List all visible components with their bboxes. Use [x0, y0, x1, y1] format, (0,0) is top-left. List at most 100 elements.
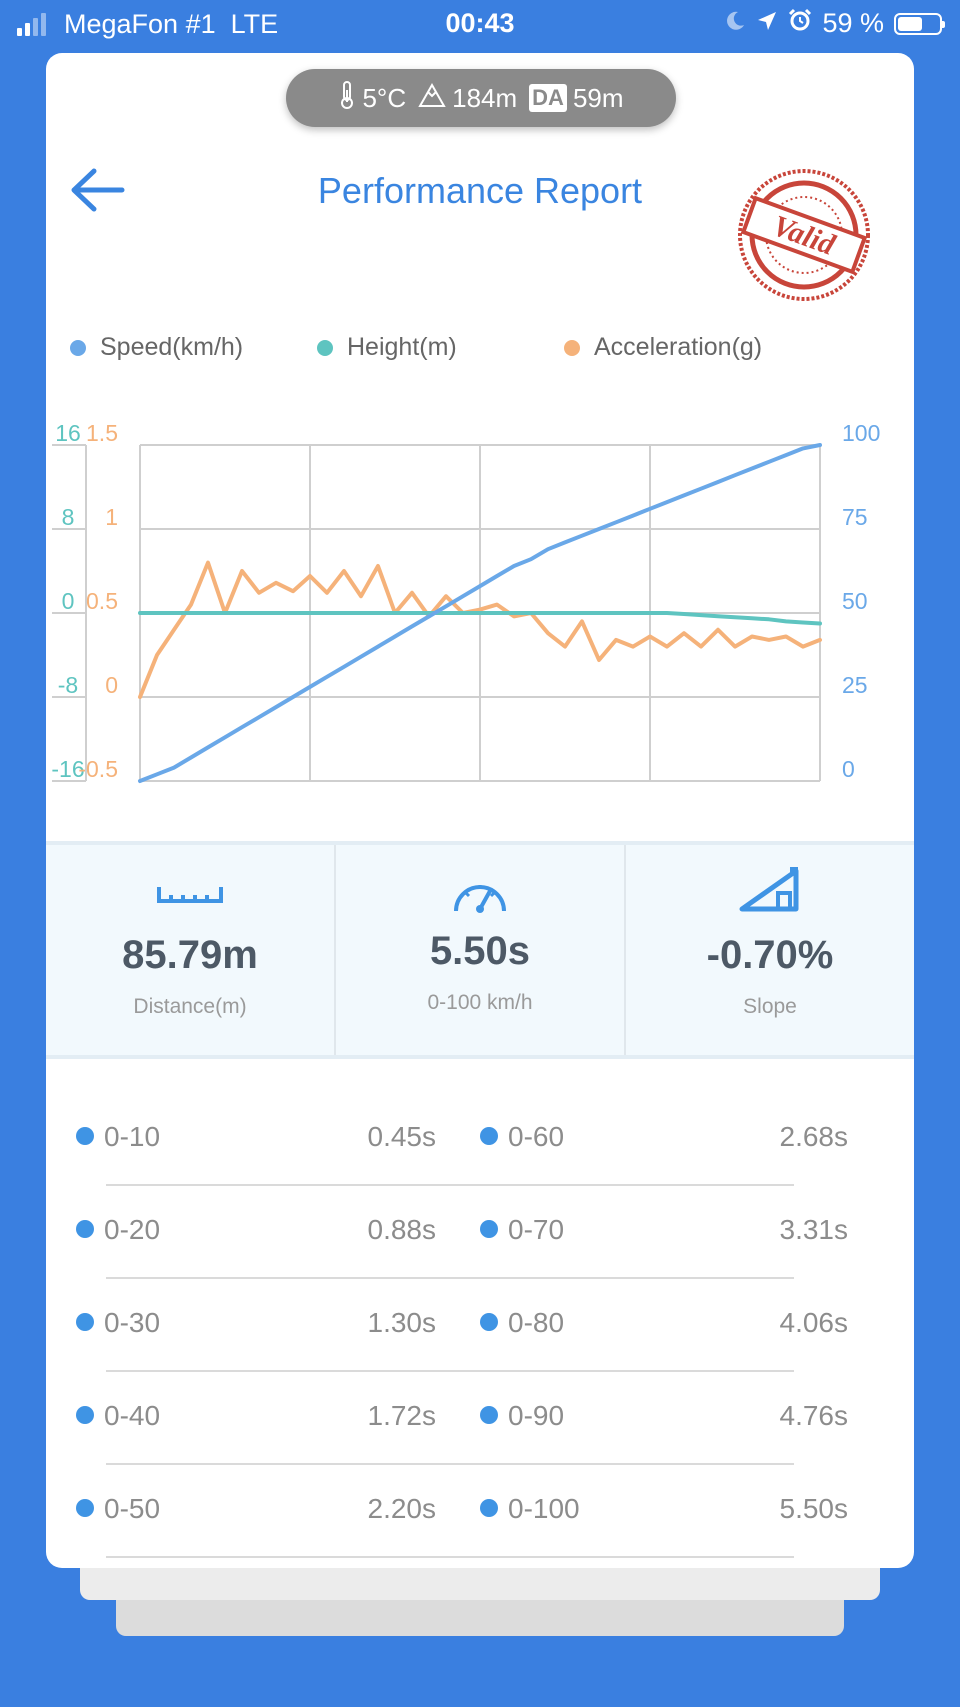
split-dot-icon [76, 1499, 94, 1517]
speedometer-icon [336, 871, 624, 919]
split-time-left: 2.20s [367, 1493, 437, 1524]
alarm-icon [788, 8, 812, 39]
stat-distance: 85.79m Distance(m) [46, 845, 334, 1055]
chart-legend: Speed(km/h) Height(m) Acceleration(g) [70, 333, 890, 373]
split-dot-icon [480, 1313, 498, 1331]
split-label-right: 0-80 [508, 1307, 565, 1338]
status-bar: MegaFon #1 LTE 00:43 59 % [0, 0, 960, 50]
conditions-pill: 5°C 184m DA 59m [286, 69, 676, 127]
row-divider [106, 1277, 794, 1279]
density-altitude-badge: DA [529, 84, 567, 112]
split-time-left: 1.72s [367, 1400, 437, 1431]
split-time-right: 4.06s [779, 1307, 849, 1338]
split-dot-icon [480, 1220, 498, 1238]
page-title: Performance Report [317, 170, 643, 211]
legend-dot-acceleration [564, 339, 580, 356]
height-series-line [138, 611, 822, 626]
stat-acceleration-time: 5.50s 0-100 km/h [334, 845, 624, 1055]
performance-chart: 16 8 0 -8 -16 1.5 1 0.5 0 -0.5 100 75 50 25 0 [46, 383, 914, 853]
altitude-value: 184m [452, 82, 518, 113]
legend-item-acceleration: Acceleration(g) [564, 333, 762, 362]
legend-dot-speed [70, 339, 86, 356]
battery-icon [894, 12, 945, 35]
row-divider [106, 1370, 794, 1372]
split-time-right: 2.68s [779, 1121, 849, 1152]
split-dot-icon [76, 1220, 94, 1238]
density-altitude-item: DA 59m [529, 82, 624, 114]
valid-stamp: Valid [734, 165, 874, 305]
split-dot-icon [480, 1406, 498, 1424]
split-time-right: 5.50s [779, 1493, 849, 1524]
back-arrow-icon [71, 168, 125, 212]
split-dot-icon [76, 1406, 94, 1424]
split-dot-icon [480, 1499, 498, 1517]
acceleration-axis-tick-label: -0.5 [78, 756, 118, 782]
height-axis-tick-label: 8 [62, 504, 75, 530]
stats-panel: 85.79m Distance(m) 5.50s 0-100 km/h -0.7… [46, 841, 914, 1059]
split-row: 0-10 0.45s 0-60 2.68s [46, 1093, 914, 1186]
altitude-item: 184m [418, 82, 517, 115]
status-right-group: 59 % [724, 8, 945, 39]
split-time-right: 3.31s [779, 1214, 849, 1245]
legend-item-height: Height(m) [317, 333, 457, 362]
acceleration-axis-tick-label: 1 [105, 504, 118, 530]
split-label-right: 0-90 [508, 1400, 565, 1431]
split-time-right: 4.76s [779, 1400, 849, 1431]
speed-axis-tick-label: 50 [842, 588, 868, 614]
stat-label-distance: Distance(m) [133, 995, 247, 1018]
stat-value-distance: 85.79m [122, 933, 258, 977]
legend-dot-height [317, 339, 333, 356]
legend-label-height: Height(m) [347, 333, 457, 361]
split-time-left: 0.45s [367, 1121, 437, 1152]
stat-label-slope: Slope [743, 995, 797, 1018]
row-divider [106, 1556, 794, 1558]
split-dot-icon [480, 1127, 498, 1145]
row-divider [106, 1184, 794, 1186]
split-label-right: 0-100 [508, 1493, 580, 1524]
height-axis-tick-label: 16 [55, 420, 81, 446]
ruler-icon [46, 871, 334, 919]
network-type: LTE [230, 9, 279, 39]
split-row: 0-30 1.30s 0-80 4.06s [46, 1279, 914, 1372]
acceleration-series-line [138, 560, 822, 699]
speed-axis-tick-label: 100 [842, 420, 880, 446]
split-row: 0-20 0.88s 0-70 3.31s [46, 1186, 914, 1279]
split-dot-icon [76, 1313, 94, 1331]
split-label-left: 0-30 [104, 1307, 161, 1338]
legend-label-speed: Speed(km/h) [100, 333, 244, 361]
speed-series-line [138, 443, 822, 783]
split-label-left: 0-20 [104, 1214, 161, 1245]
split-time-left: 0.88s [367, 1214, 437, 1245]
stat-value-time: 5.50s [429, 929, 531, 973]
split-time-left: 1.30s [367, 1307, 437, 1338]
mountain-icon [418, 82, 446, 115]
speed-axis-tick-label: 0 [842, 756, 855, 782]
thermometer-icon [338, 80, 356, 117]
do-not-disturb-icon [724, 8, 746, 39]
row-divider [106, 1463, 794, 1465]
battery-percent: 59 % [822, 8, 884, 38]
stat-slope: -0.70% Slope [624, 845, 914, 1055]
speed-axis-tick-label: 75 [842, 504, 868, 530]
battery-fill [898, 16, 922, 31]
split-label-right: 0-70 [508, 1214, 565, 1245]
speed-axis-tick-label: 25 [842, 672, 868, 698]
split-row: 0-50 2.20s 0-100 5.50s [46, 1465, 914, 1558]
acceleration-axis-tick-label: 0.5 [86, 588, 118, 614]
performance-chart-svg: 16 8 0 -8 -16 1.5 1 0.5 0 -0.5 100 75 50 25 0 [51, 420, 880, 783]
split-row: 0-40 1.72s 0-90 4.76s [46, 1372, 914, 1465]
split-times-list: 0-10 0.45s 0-60 2.68s 0-20 0.88s 0-70 3.… [46, 1093, 914, 1558]
density-altitude-value: 59m [572, 82, 624, 113]
report-card: 5°C 184m DA 59m Performance Report Valid [46, 53, 914, 1568]
split-label-right: 0-60 [508, 1121, 565, 1152]
stat-label-time: 0-100 km/h [427, 991, 533, 1014]
split-label-left: 0-40 [104, 1400, 161, 1431]
back-button[interactable] [68, 165, 128, 215]
carrier-label: MegaFon #1 LTE [64, 9, 278, 40]
legend-item-speed: Speed(km/h) [70, 333, 243, 362]
legend-label-acceleration: Acceleration(g) [594, 333, 763, 361]
split-label-left: 0-10 [104, 1121, 161, 1152]
height-axis-tick-label: 0 [62, 588, 75, 614]
location-icon [756, 8, 778, 39]
split-dot-icon [76, 1127, 94, 1145]
